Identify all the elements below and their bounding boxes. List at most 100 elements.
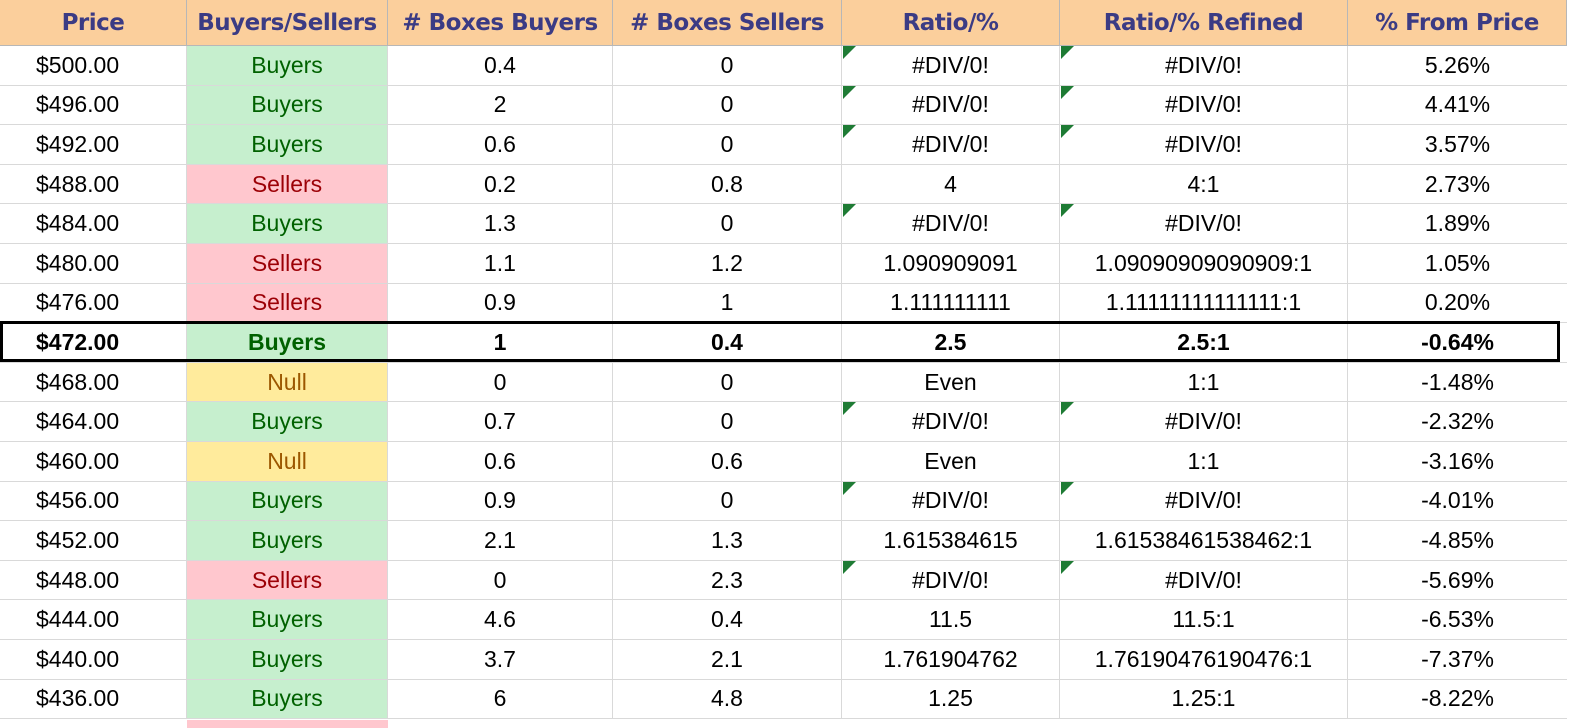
- error-indicator-icon[interactable]: [1061, 402, 1074, 416]
- price-cell[interactable]: $452.00: [0, 521, 187, 560]
- pct-cell[interactable]: 4.41%: [1424, 91, 1491, 118]
- ratio-cell[interactable]: #DIV/0!: [842, 204, 1060, 243]
- side-cell[interactable]: Null: [187, 362, 388, 402]
- price-cell[interactable]: $456.00: [0, 481, 187, 521]
- ratio-refined-cell[interactable]: 2.5:1: [1060, 323, 1348, 362]
- error-indicator-icon[interactable]: [1061, 125, 1074, 139]
- price-cell[interactable]: $496.00: [0, 85, 187, 125]
- ratio-cell[interactable]: 4: [842, 164, 1060, 204]
- boxes-buyers-cell[interactable]: 0.6: [388, 441, 613, 481]
- pct-cell[interactable]: 0.20%: [1424, 289, 1491, 316]
- header-ratio-refined[interactable]: Ratio/% Refined: [1060, 0, 1348, 45]
- error-indicator-icon[interactable]: [843, 560, 856, 574]
- ratio-refined-cell[interactable]: 11.5:1: [1060, 600, 1348, 639]
- ratio-cell[interactable]: 11.5: [842, 600, 1060, 639]
- boxes-buyers-cell[interactable]: 0: [388, 362, 613, 402]
- boxes-buyers-cell[interactable]: 6: [388, 679, 613, 719]
- error-indicator-icon[interactable]: [843, 481, 856, 495]
- boxes-sellers-cell[interactable]: 2.1: [613, 639, 842, 679]
- header-boxes-buyers[interactable]: # Boxes Buyers: [388, 0, 613, 45]
- ratio-refined-cell[interactable]: #DIV/0!: [1060, 125, 1348, 164]
- ratio-cell[interactable]: #DIV/0!: [842, 402, 1060, 441]
- boxes-sellers-cell[interactable]: 0: [613, 481, 842, 521]
- price-cell[interactable]: $448.00: [0, 560, 187, 600]
- boxes-buyers-cell[interactable]: 0.7: [388, 402, 613, 441]
- side-cell[interactable]: Buyers: [187, 323, 388, 362]
- boxes-sellers-cell[interactable]: 1.2: [613, 243, 842, 283]
- boxes-sellers-cell[interactable]: 0: [613, 402, 842, 441]
- boxes-buyers-cell[interactable]: 0.2: [388, 164, 613, 204]
- ratio-cell[interactable]: 2.5: [842, 323, 1060, 362]
- ratio-refined-cell[interactable]: #DIV/0!: [1060, 204, 1348, 243]
- header-pct-from-price[interactable]: % From Price: [1348, 0, 1567, 45]
- header-boxes-sellers[interactable]: # Boxes Sellers: [613, 0, 842, 45]
- ratio-refined-cell[interactable]: 4:1: [1060, 164, 1348, 204]
- price-cell[interactable]: $480.00: [0, 243, 187, 283]
- boxes-sellers-cell[interactable]: 1.3: [613, 521, 842, 560]
- ratio-cell[interactable]: #DIV/0!: [842, 481, 1060, 521]
- pct-cell[interactable]: 3.57%: [1424, 130, 1491, 157]
- ratio-cell[interactable]: Even: [842, 362, 1060, 402]
- pct-cell[interactable]: -6.53%: [1421, 606, 1494, 633]
- boxes-sellers-cell[interactable]: 0: [613, 46, 842, 85]
- header-buyers-sellers[interactable]: Buyers/Sellers: [187, 0, 388, 45]
- boxes-buyers-cell[interactable]: 0.4: [388, 46, 613, 85]
- boxes-sellers-cell[interactable]: 0.4: [613, 323, 842, 362]
- boxes-buyers-cell[interactable]: 3.7: [388, 639, 613, 679]
- pct-cell[interactable]: 5.26%: [1424, 51, 1491, 78]
- pct-cell[interactable]: -1.48%: [1421, 368, 1494, 395]
- side-cell[interactable]: Buyers: [187, 402, 388, 441]
- boxes-buyers-cell[interactable]: 1.1: [388, 243, 613, 283]
- side-cell[interactable]: Buyers: [187, 204, 388, 243]
- boxes-buyers-cell[interactable]: 0.9: [388, 481, 613, 521]
- error-indicator-icon[interactable]: [1061, 481, 1074, 495]
- price-cell[interactable]: $492.00: [0, 125, 187, 164]
- price-cell[interactable]: $476.00: [0, 283, 187, 323]
- error-indicator-icon[interactable]: [1061, 46, 1074, 59]
- boxes-sellers-cell[interactable]: 1: [613, 283, 842, 323]
- side-cell[interactable]: Sellers: [187, 164, 388, 204]
- price-cell[interactable]: $460.00: [0, 441, 187, 481]
- pct-cell[interactable]: -5.69%: [1421, 566, 1494, 593]
- price-cell[interactable]: $440.00: [0, 639, 187, 679]
- boxes-sellers-cell[interactable]: 4.8: [613, 679, 842, 719]
- pct-cell[interactable]: 1.05%: [1424, 249, 1491, 276]
- boxes-buyers-cell[interactable]: 4.6: [388, 600, 613, 639]
- boxes-buyers-cell[interactable]: 1.3: [388, 204, 613, 243]
- ratio-refined-cell[interactable]: 1:1: [1060, 441, 1348, 481]
- error-indicator-icon[interactable]: [1061, 204, 1074, 218]
- boxes-sellers-cell[interactable]: 0: [613, 362, 842, 402]
- header-price[interactable]: Price: [0, 0, 187, 45]
- ratio-cell[interactable]: #DIV/0!: [842, 560, 1060, 600]
- side-cell[interactable]: Buyers: [187, 521, 388, 560]
- side-cell[interactable]: Buyers: [187, 600, 388, 639]
- ratio-refined-cell[interactable]: 1.61538461538462:1: [1060, 521, 1348, 560]
- error-indicator-icon[interactable]: [843, 46, 856, 59]
- pct-cell[interactable]: -0.64%: [1421, 328, 1494, 355]
- pct-cell[interactable]: -7.37%: [1421, 645, 1494, 672]
- price-cell[interactable]: $464.00: [0, 402, 187, 441]
- ratio-refined-cell[interactable]: 1.76190476190476:1: [1060, 639, 1348, 679]
- ratio-refined-cell[interactable]: #DIV/0!: [1060, 46, 1348, 85]
- boxes-sellers-cell[interactable]: 0: [613, 204, 842, 243]
- ratio-refined-cell[interactable]: 1:1: [1060, 362, 1348, 402]
- ratio-refined-cell[interactable]: 1.25:1: [1060, 679, 1348, 719]
- price-cell[interactable]: $472.00: [0, 323, 187, 362]
- boxes-buyers-cell[interactable]: 0.6: [388, 125, 613, 164]
- ratio-refined-cell[interactable]: #DIV/0!: [1060, 402, 1348, 441]
- ratio-refined-cell[interactable]: #DIV/0!: [1060, 560, 1348, 600]
- error-indicator-icon[interactable]: [843, 204, 856, 218]
- pct-cell[interactable]: 2.73%: [1424, 170, 1491, 197]
- side-cell[interactable]: Sellers: [187, 283, 388, 323]
- price-cell[interactable]: $488.00: [0, 164, 187, 204]
- pct-cell[interactable]: -4.85%: [1421, 526, 1494, 553]
- pct-cell[interactable]: -3.16%: [1421, 447, 1494, 474]
- ratio-cell[interactable]: 1.25: [842, 679, 1060, 719]
- ratio-refined-cell[interactable]: #DIV/0!: [1060, 85, 1348, 125]
- ratio-cell[interactable]: 1.761904762: [842, 639, 1060, 679]
- ratio-refined-cell[interactable]: 1.09090909090909:1: [1060, 243, 1348, 283]
- side-cell[interactable]: Null: [187, 441, 388, 481]
- price-cell[interactable]: $500.00: [0, 46, 187, 85]
- ratio-cell[interactable]: #DIV/0!: [842, 46, 1060, 85]
- price-cell[interactable]: $484.00: [0, 204, 187, 243]
